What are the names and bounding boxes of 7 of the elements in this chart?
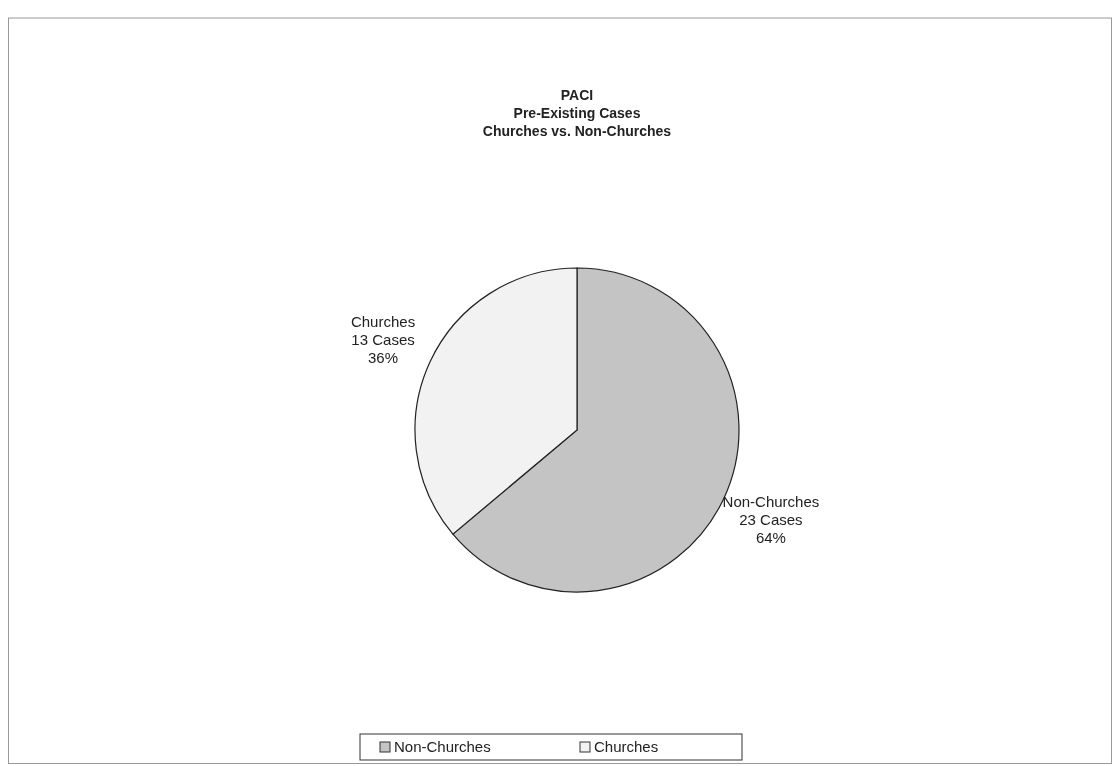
slice-label: Non-Churches bbox=[722, 493, 820, 511]
data-label: 13 Cases 36% bbox=[351, 330, 415, 366]
category-label: Churches bbox=[594, 738, 659, 755]
legend-label: Non-Churches bbox=[394, 738, 491, 755]
chart-title: PACI Pre-Existing Cases Churches vs. Non-Churches bbox=[482, 87, 672, 139]
slice-label: Churches bbox=[350, 312, 416, 330]
data-label: 23 Cases 64% bbox=[739, 511, 803, 547]
